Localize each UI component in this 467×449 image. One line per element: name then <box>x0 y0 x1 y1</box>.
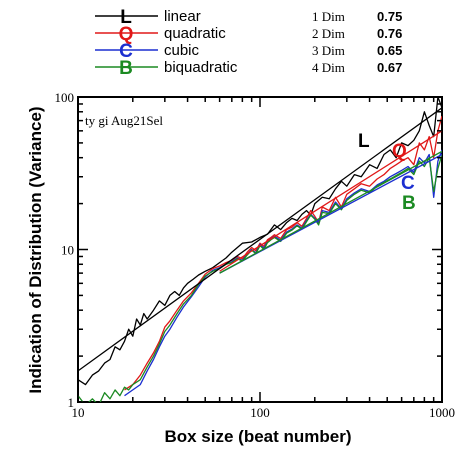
y-axis-label: Indication of Distribution (Variance) <box>26 106 45 393</box>
plot-area <box>77 96 443 403</box>
legend-label: cubic <box>164 42 200 59</box>
x-tick-label: 1000 <box>429 405 455 420</box>
x-axis-label: Box size (beat number) <box>164 427 351 446</box>
series-line-linear <box>78 97 442 386</box>
series-line-biquadratic <box>78 154 442 402</box>
fit-layer <box>78 107 442 372</box>
legend-letter: Q <box>119 24 134 45</box>
legend-value: 0.67 <box>377 60 402 75</box>
fit-line-biquadratic <box>219 150 442 274</box>
plot-annotation: ty gi Aug21Sel <box>85 113 163 128</box>
fit-line-quadratic <box>219 130 442 272</box>
curve-letter-cubic: C <box>401 173 415 194</box>
y-tick-label: 100 <box>55 90 75 105</box>
curve-letter-linear: L <box>358 131 370 152</box>
y-tick-label: 10 <box>61 243 74 258</box>
curve-letters: L QCB <box>358 131 416 214</box>
x-tick-label: 100 <box>250 405 270 420</box>
legend-label: biquadratic <box>164 59 238 76</box>
legend-label: linear <box>164 8 201 25</box>
series-line-cubic <box>124 149 442 397</box>
legend-letter: L <box>120 7 132 28</box>
plot-frame <box>77 96 443 403</box>
legend-letter: B <box>119 58 133 79</box>
legend-value: 0.65 <box>377 43 402 58</box>
legend-dim-label: 2 Dim <box>312 26 345 41</box>
y-tick-label: 1 <box>68 395 75 410</box>
legend-value: 0.76 <box>377 26 402 41</box>
x-tick-label: 10 <box>72 405 85 420</box>
legend-label: quadratic <box>164 25 226 42</box>
legend-value: 0.75 <box>377 9 402 24</box>
curve-letter-biquadratic: B <box>402 193 416 214</box>
curve-letter-quadratic: Q <box>392 141 407 162</box>
legend-dim-label: 3 Dim <box>312 43 345 58</box>
fit-line-linear <box>78 107 442 372</box>
legend-letter: C <box>119 41 133 62</box>
legend-dim-label: 4 Dim <box>312 60 345 75</box>
legend-dim-label: 1 Dim <box>312 9 345 24</box>
